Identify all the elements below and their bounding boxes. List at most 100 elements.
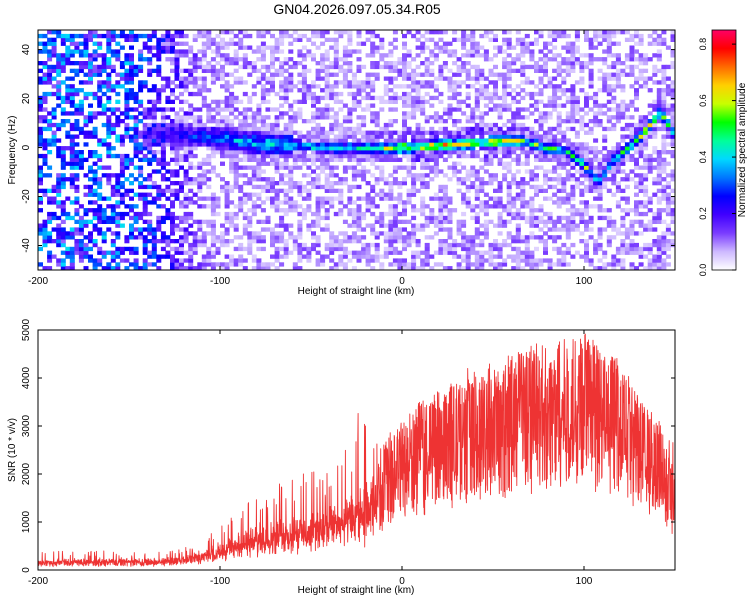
heatmap-cell — [279, 61, 285, 66]
heatmap-cell — [183, 196, 189, 201]
heatmap-cell — [643, 53, 649, 58]
heatmap-cell — [629, 130, 635, 135]
heatmap-cell — [88, 64, 93, 70]
heatmap-cell — [51, 239, 57, 244]
heatmap-cell — [333, 181, 339, 186]
heatmap-cell — [56, 57, 62, 62]
heatmap-cell — [602, 80, 608, 85]
heatmap-cell — [520, 188, 526, 193]
heatmap-cell — [511, 45, 517, 50]
heatmap-cell — [620, 188, 626, 193]
heatmap-cell — [320, 115, 326, 120]
heatmap-cell — [179, 107, 184, 112]
heatmap-cell — [206, 153, 212, 159]
heatmap-cell — [415, 84, 421, 89]
heatmap-cell — [115, 153, 121, 159]
heatmap-cell — [188, 188, 194, 193]
heatmap-cell — [665, 223, 671, 228]
heatmap-cell — [38, 107, 43, 112]
heatmap-cell — [119, 165, 125, 170]
heatmap-cell — [615, 150, 621, 155]
heatmap-cell — [292, 184, 298, 190]
heatmap-cell — [329, 188, 335, 193]
heatmap-cell — [69, 150, 75, 155]
heatmap-cell — [210, 250, 216, 255]
heatmap-cell — [260, 161, 266, 166]
heatmap-cell — [483, 126, 489, 132]
heatmap-cell — [220, 177, 225, 182]
heatmap-cell — [370, 119, 376, 124]
heatmap-cell — [256, 192, 262, 197]
heatmap-cell — [415, 157, 421, 162]
heatmap-cell — [520, 235, 526, 240]
heatmap-cell — [615, 84, 621, 89]
heatmap-cell — [520, 80, 526, 85]
heatmap-cell — [97, 250, 103, 255]
heatmap-cell — [474, 173, 480, 178]
heatmap-cell — [188, 45, 194, 50]
heatmap-cell — [588, 107, 594, 112]
heatmap-cell — [488, 142, 494, 147]
heatmap-cell — [229, 165, 235, 170]
heatmap-cell — [429, 37, 435, 42]
heatmap-cell — [461, 258, 467, 263]
heatmap-cell — [233, 107, 239, 112]
heatmap-cell — [661, 219, 667, 224]
heatmap-cell — [661, 239, 667, 244]
heatmap-cell — [433, 142, 439, 147]
heatmap-cell — [215, 72, 221, 77]
heatmap-cell — [160, 165, 166, 170]
heatmap-cell — [256, 80, 262, 85]
heatmap-cell — [129, 80, 134, 85]
heatmap-cell — [411, 254, 417, 259]
heatmap-cell — [279, 95, 285, 101]
heatmap-cell — [433, 153, 439, 159]
heatmap-cell — [656, 111, 662, 116]
heatmap-cell — [602, 266, 608, 270]
heatmap-cell — [74, 41, 80, 46]
heatmap-cell — [256, 153, 262, 159]
heatmap-cell — [74, 68, 80, 73]
heatmap-cell — [661, 169, 667, 174]
heatmap-cell — [370, 157, 376, 162]
heatmap-cell — [502, 72, 508, 77]
heatmap-cell — [201, 157, 207, 162]
heatmap-cell — [656, 115, 662, 120]
heatmap-cell — [602, 169, 608, 174]
heatmap-cell — [251, 119, 257, 124]
heatmap-cell — [661, 161, 667, 166]
heatmap-cell — [292, 130, 298, 135]
heatmap-cell — [192, 115, 198, 120]
heatmap-cell — [529, 103, 535, 108]
heatmap-cell — [206, 223, 212, 228]
heatmap-cell — [133, 99, 139, 104]
heatmap-cell — [652, 115, 658, 120]
heatmap-cell — [320, 68, 326, 73]
heatmap-cell — [497, 146, 503, 151]
heatmap-cell — [470, 235, 476, 240]
heatmap-cell — [210, 254, 216, 259]
heatmap-cell — [584, 200, 589, 205]
heatmap-cell — [311, 181, 316, 186]
heatmap-cell — [392, 107, 398, 112]
heatmap-cell — [524, 150, 530, 155]
heatmap-cell — [574, 142, 580, 147]
heatmap-cell — [188, 196, 194, 201]
heatmap-cell — [170, 107, 175, 112]
heatmap-cell — [133, 119, 139, 124]
heatmap-cell — [515, 134, 521, 139]
heatmap-cell — [329, 204, 335, 209]
heatmap-cell — [60, 64, 66, 70]
heatmap-cell — [188, 68, 194, 73]
heatmap-cell — [69, 126, 75, 132]
heatmap-cell — [361, 165, 367, 170]
heatmap-cell — [51, 196, 57, 201]
heatmap-cell — [192, 76, 198, 81]
heatmap-cell — [265, 196, 271, 201]
heatmap-cell — [188, 266, 194, 270]
heatmap-cell — [88, 188, 93, 193]
heatmap-cell — [474, 204, 480, 209]
heatmap-cell — [83, 95, 89, 101]
heatmap-cell — [233, 177, 239, 182]
heatmap-cell — [215, 173, 221, 178]
